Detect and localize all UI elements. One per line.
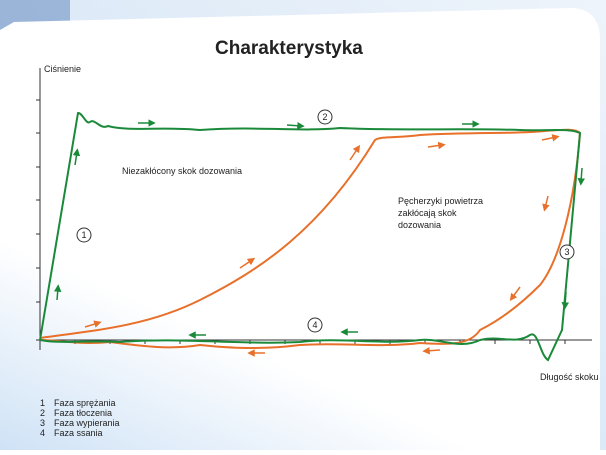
card (0, 8, 600, 450)
legend-number: 2 (40, 408, 45, 418)
annotation: Niezakłócony skok dozowania (122, 166, 242, 176)
annotation: zakłócają skok (398, 208, 457, 218)
legend-text: Faza sprężania (54, 398, 116, 408)
y-axis-label: Ciśnienie (44, 64, 81, 74)
legend-text: Faza wypierania (54, 418, 120, 428)
x-axis-label: Długość skoku (540, 372, 599, 382)
phase-marker: 4 (312, 320, 317, 330)
legend-text: Faza tłoczenia (54, 408, 112, 418)
phase-marker: 1 (81, 230, 86, 240)
annotation: Pęcherzyki powietrza (398, 196, 483, 206)
legend-number: 3 (40, 418, 45, 428)
diagram: Charakterystyka Ciśnienie Długość skoku … (0, 0, 606, 450)
page: Charakterystyka Ciśnienie Długość skoku … (0, 0, 606, 450)
legend-number: 1 (40, 398, 45, 408)
legend-number: 4 (40, 428, 45, 438)
title: Charakterystyka (215, 38, 363, 59)
phase-marker: 2 (322, 112, 327, 122)
phase-marker: 3 (564, 247, 569, 257)
legend-text: Faza ssania (54, 428, 103, 438)
annotation: dozowania (398, 220, 441, 230)
